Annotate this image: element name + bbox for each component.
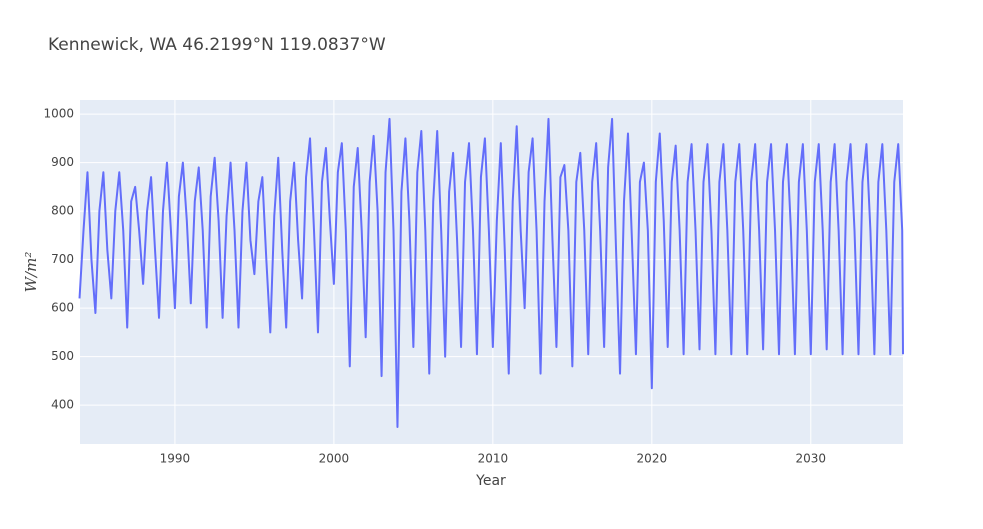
y-tick-label: 1000 [43, 107, 74, 121]
x-axis-title: Year [475, 473, 506, 489]
line [78, 117, 904, 429]
x-tick-label: 2030 [796, 452, 827, 466]
y-axis-title: W/m² [22, 252, 40, 293]
y-tick-label: 900 [51, 155, 74, 169]
y-tick-label: 600 [51, 301, 74, 315]
y-tick-label: 800 [51, 204, 74, 218]
chart-title: Kennewick, WA 46.2199°N 119.0837°W [48, 35, 386, 55]
y-tick-label: 400 [51, 398, 74, 412]
x-tick-label: 2020 [637, 452, 668, 466]
x-tick-label: 2010 [478, 452, 509, 466]
y-tick-label: 700 [51, 252, 74, 266]
x-tick-label: 1990 [160, 452, 191, 466]
y-tick-label: 500 [51, 349, 74, 363]
x-tick-label: 2000 [319, 452, 350, 466]
